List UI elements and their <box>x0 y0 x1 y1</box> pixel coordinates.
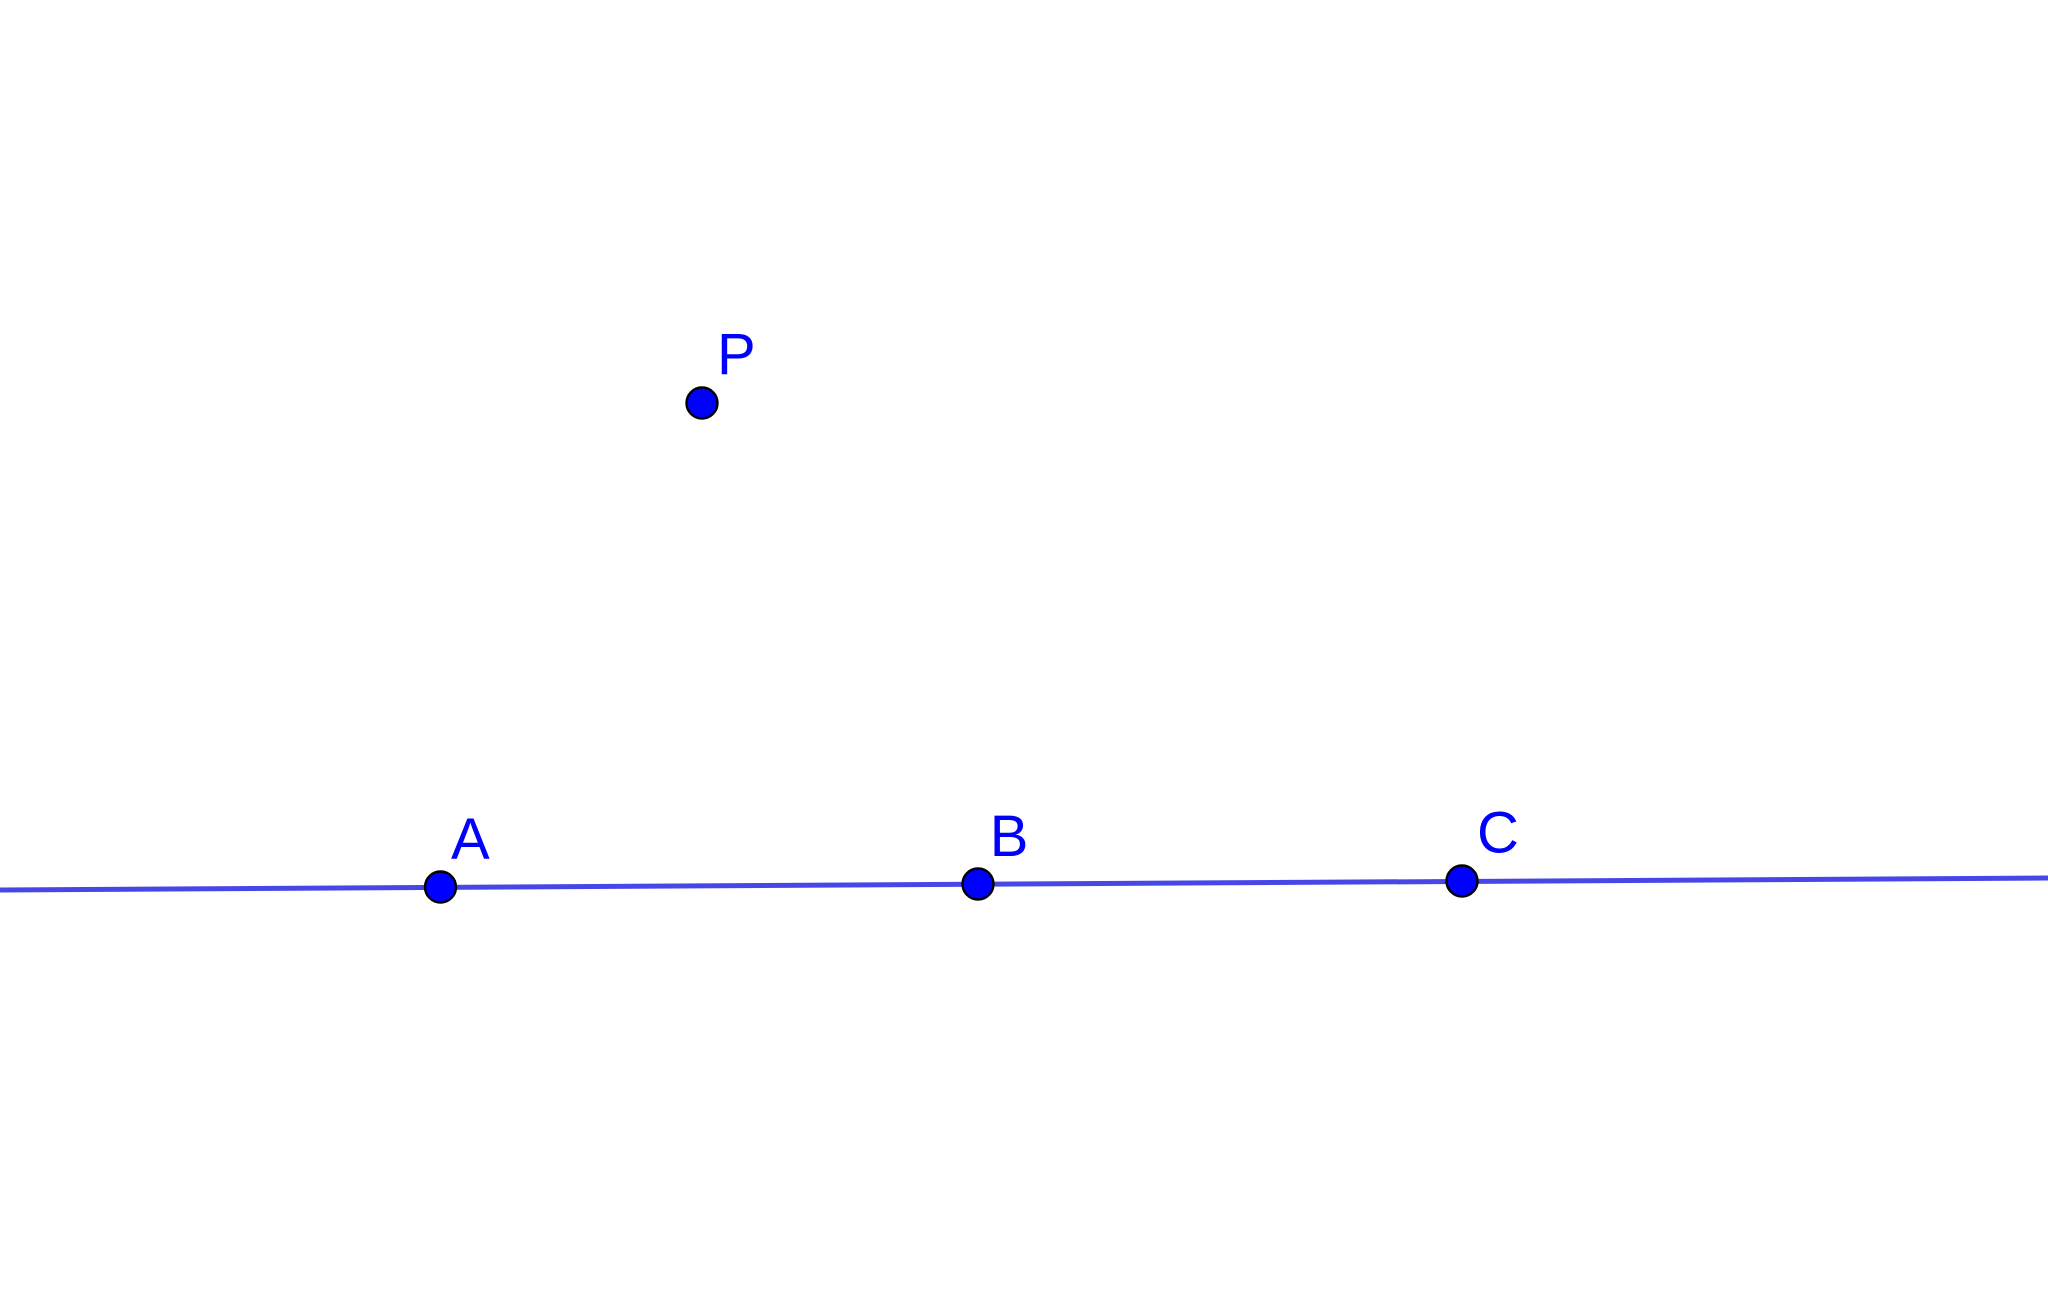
svg-text:B: B <box>990 804 1029 869</box>
svg-text:C: C <box>1477 800 1519 865</box>
svg-text:A: A <box>451 807 490 872</box>
svg-text:P: P <box>717 322 756 387</box>
